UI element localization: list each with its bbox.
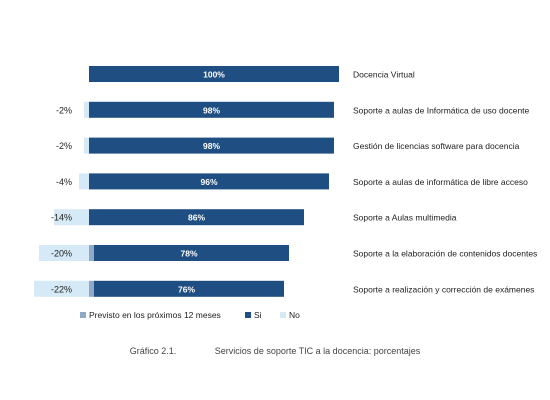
label-no-soporte-a-realizacion-y-correccion-de-examenes: -22%: [51, 284, 72, 294]
bar-no-gestion-de-licencias-software-para-docencia: [84, 137, 89, 154]
bar-si-soporte-a-realizacion-y-correccion-de-examenes: [94, 280, 284, 297]
category-label-soporte-a-aulas-de-informatica-de-libre-acceso: Soporte a aulas de informática de libre …: [353, 177, 528, 187]
bar-no-soporte-a-realizacion-y-correccion-de-examenes: [34, 280, 89, 297]
label-no-soporte-a-aulas-multimedia: -14%: [51, 213, 72, 223]
bar-si-soporte-a-la-elaboracion-de-contenidos-docentes: [94, 245, 289, 261]
legend-no-label: No: [289, 310, 300, 320]
legend-previsto-swatch: [80, 312, 86, 318]
label-no-gestion-de-licencias-software-para-docencia: -2%: [56, 141, 72, 151]
caption-number: Gráfico 2.1.: [129, 346, 177, 356]
bar-previsto-soporte-a-realizacion-y-correccion-de-examenes: [89, 280, 94, 297]
bar-si-soporte-a-aulas-de-informatica-de-uso-docente: [89, 101, 334, 118]
bar-no-soporte-a-la-elaboracion-de-contenidos-docentes: [39, 245, 89, 261]
category-label-docencia-virtual: Docencia Virtual: [353, 70, 415, 80]
category-label-soporte-a-aulas-multimedia: Soporte a Aulas multimedia: [353, 213, 457, 223]
label-si-docencia-virtual: 100%: [203, 70, 225, 80]
bar-no-soporte-a-aulas-multimedia: [54, 209, 89, 226]
label-no-soporte-a-aulas-de-informatica-de-libre-acceso: -4%: [56, 177, 72, 187]
label-si-soporte-a-aulas-multimedia: 86%: [188, 213, 205, 223]
category-label-soporte-a-aulas-de-informatica-de-uso-docente: Soporte a aulas de Informática de uso do…: [353, 105, 530, 115]
bar-no-soporte-a-aulas-de-informatica-de-libre-acceso: [79, 173, 89, 190]
label-si-soporte-a-aulas-de-informatica-de-libre-acceso: 96%: [200, 177, 217, 187]
bar-si-gestion-de-licencias-software-para-docencia: [89, 137, 334, 154]
label-no-soporte-a-aulas-de-informatica-de-uso-docente: -2%: [56, 105, 72, 115]
label-si-soporte-a-aulas-de-informatica-de-uso-docente: 98%: [203, 105, 220, 115]
bar-si-soporte-a-aulas-multimedia: [89, 209, 304, 226]
legend-previsto-label: Previsto en los próximos 12 meses: [89, 310, 221, 320]
bar-si-docencia-virtual: [89, 66, 339, 82]
legend-si-label: Si: [254, 310, 262, 320]
legend-no-swatch: [280, 312, 286, 318]
caption-text: Servicios de soporte TIC a la docencia: …: [214, 346, 421, 356]
legend-si-swatch: [245, 312, 251, 318]
figure-caption: Gráfico 2.1. Servicios de soporte TIC a …: [0, 346, 550, 356]
label-si-soporte-a-la-elaboracion-de-contenidos-docentes: 78%: [180, 249, 197, 259]
bar-si-soporte-a-aulas-de-informatica-de-libre-acceso: [89, 173, 329, 190]
category-label-soporte-a-la-elaboracion-de-contenidos-docentes: Soporte a la elaboración de contenidos d…: [353, 249, 537, 259]
category-label-soporte-a-realizacion-y-correccion-de-examenes: Soporte a realización y corrección de ex…: [353, 284, 534, 294]
label-no-soporte-a-la-elaboracion-de-contenidos-docentes: -20%: [51, 249, 72, 259]
stacked-bar-chart: 100% Docencia Virtual -2% 98% Soporte a aula…: [34, 66, 537, 320]
bar-previsto-soporte-a-la-elaboracion-de-contenidos-docentes: [89, 245, 94, 261]
label-si-gestion-de-licencias-software-para-docencia: 98%: [203, 141, 220, 151]
category-label-gestion-de-licencias-software-para-docencia: Gestión de licencias software para docen…: [353, 141, 520, 151]
bar-no-soporte-a-aulas-de-informatica-de-uso-docente: [84, 101, 89, 118]
label-si-soporte-a-realizacion-y-correccion-de-examenes: 76%: [178, 284, 195, 294]
